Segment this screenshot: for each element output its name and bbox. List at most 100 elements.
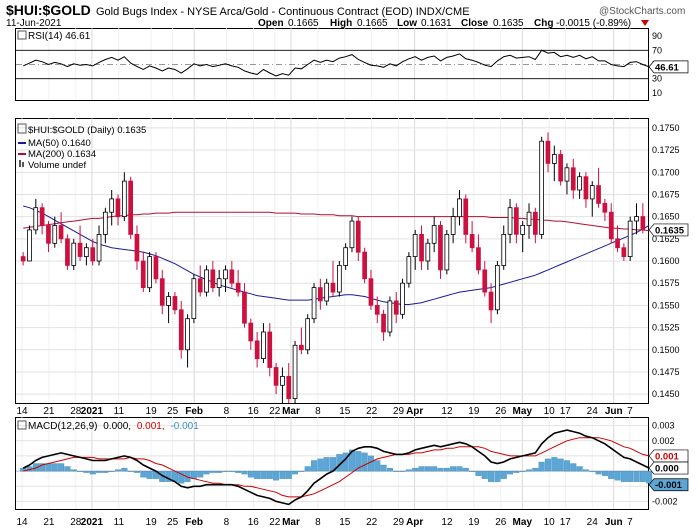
chg-value: -0.0015 (-0.89%) <box>556 18 631 29</box>
x-tick-label: 16 <box>248 517 260 528</box>
candle <box>103 207 108 244</box>
macd-histogram-bar <box>544 458 551 472</box>
ohlc-readout: Open 0.1665 High 0.1665 Low 0.1631 Close… <box>258 18 649 29</box>
macd-hist-tag: -0.001 <box>648 478 689 491</box>
x-tick-label: Mar <box>282 406 300 417</box>
x-tick-label: 25 <box>167 517 179 528</box>
candle <box>545 132 551 173</box>
macd-histogram-bar <box>51 463 58 472</box>
candle <box>46 221 51 253</box>
macd-histogram-bar <box>462 467 469 472</box>
x-tick-label: 24 <box>587 406 599 417</box>
candle <box>84 243 89 266</box>
rsi-layer: 907050301046.61 <box>16 31 689 98</box>
candle <box>596 167 601 208</box>
svg-text:MACD(12,26,9) 0.000,: MACD(12,26,9) 0.000, 0.001, -0.001 <box>28 421 199 432</box>
macd-histogram-bar <box>96 470 103 473</box>
macd-legend-icon <box>17 420 27 430</box>
candle <box>381 309 386 341</box>
candle <box>153 252 159 284</box>
legend-ma50: MA(50) 0.1640 <box>28 138 91 149</box>
candle <box>431 216 437 253</box>
candle <box>235 269 241 297</box>
macd-histogram-bar <box>89 470 96 475</box>
candle <box>419 225 424 270</box>
x-tick-label: 28 <box>70 406 82 417</box>
macd-histogram-bar <box>178 470 185 484</box>
candle <box>330 261 336 297</box>
macd-value: 0.000, <box>103 421 131 432</box>
candle <box>457 190 462 226</box>
macd-histogram-bar <box>241 470 248 475</box>
price-tick-label: 0.1525 <box>652 323 680 333</box>
macd-histogram-bar <box>582 469 589 472</box>
candle <box>166 292 171 324</box>
macd-histogram-bar <box>475 470 482 476</box>
axis-layer: 14142121282820212021111119192525FebFeb88… <box>16 406 633 528</box>
candle <box>533 207 538 244</box>
price-legend-icon <box>17 123 27 134</box>
macd-histogram-bar <box>273 470 280 481</box>
rsi-legend-icon <box>17 30 27 40</box>
macd-signal-tag: 0.001 <box>648 449 689 462</box>
candle <box>539 136 545 239</box>
rsi-panel <box>15 28 649 101</box>
candle <box>223 265 228 293</box>
x-tick-label: May <box>513 406 533 417</box>
macd-signal-line <box>23 437 650 498</box>
macd-histogram-bar <box>639 470 646 482</box>
x-tick-label: 2021 <box>81 406 104 417</box>
macd-histogram-bar <box>513 470 520 473</box>
svg-text:0.001: 0.001 <box>655 451 679 462</box>
candle <box>425 238 431 270</box>
macd-histogram-bar <box>519 470 526 472</box>
candle <box>65 234 70 270</box>
x-tick-label: 10 <box>544 517 556 528</box>
macd-histogram-bar <box>70 469 77 472</box>
macd-histogram-bar <box>140 470 147 478</box>
x-tick-label: 8 <box>224 406 230 417</box>
candle <box>204 265 209 297</box>
macd-histogram-bar <box>235 470 242 473</box>
macd-histogram-bar <box>266 470 273 479</box>
macd-histogram-bar <box>563 460 570 472</box>
candle <box>583 172 589 208</box>
macd-histogram-bar <box>209 470 216 473</box>
candle <box>526 203 532 239</box>
candle <box>242 283 247 328</box>
macd-layer: 0.0030.0020.0010.000-0.001-0.0020.0010.0… <box>16 421 689 506</box>
x-tick-label: 22 <box>269 406 281 417</box>
price-layer: 0.17500.17250.17000.16750.16500.16250.16… <box>16 123 689 403</box>
candle <box>134 225 140 270</box>
macd-histogram-bar <box>614 470 621 481</box>
x-tick-label: 15 <box>339 406 351 417</box>
macd-histogram-bar <box>348 449 355 472</box>
legend-ma200: MA(200) 0.1634 <box>28 149 96 160</box>
x-tick-label: 15 <box>339 517 351 528</box>
macd-histogram-bar <box>184 470 191 482</box>
candle <box>210 261 216 293</box>
x-tick-label: 28 <box>70 517 82 528</box>
x-tick-label: 26 <box>495 517 507 528</box>
candle <box>393 292 399 324</box>
candle <box>634 203 639 235</box>
candle <box>482 261 488 297</box>
x-tick-label: 7 <box>627 406 633 417</box>
low-value: 0.1631 <box>421 18 452 29</box>
candle <box>122 172 127 222</box>
last-price-tag: 0.1635 <box>648 223 689 236</box>
price-legend: $HUI:$GOLD (Daily) 0.1635 MA(50) 0.1640 … <box>17 123 146 171</box>
candle <box>488 283 494 324</box>
macd-label-prefix: MACD(12,26,9) <box>28 421 97 432</box>
x-tick-label: Feb <box>185 406 203 417</box>
candle <box>640 203 646 234</box>
x-tick-label: 22 <box>366 517 378 528</box>
candle <box>514 203 519 244</box>
candle <box>292 340 298 403</box>
macd-histogram-bar <box>146 470 153 479</box>
price-tick-label: 0.1450 <box>652 389 680 399</box>
rsi-legend: RSI(14) 46.61 <box>17 30 91 42</box>
candle <box>589 181 595 217</box>
candle <box>254 332 260 368</box>
x-tick-label: 22 <box>269 517 281 528</box>
